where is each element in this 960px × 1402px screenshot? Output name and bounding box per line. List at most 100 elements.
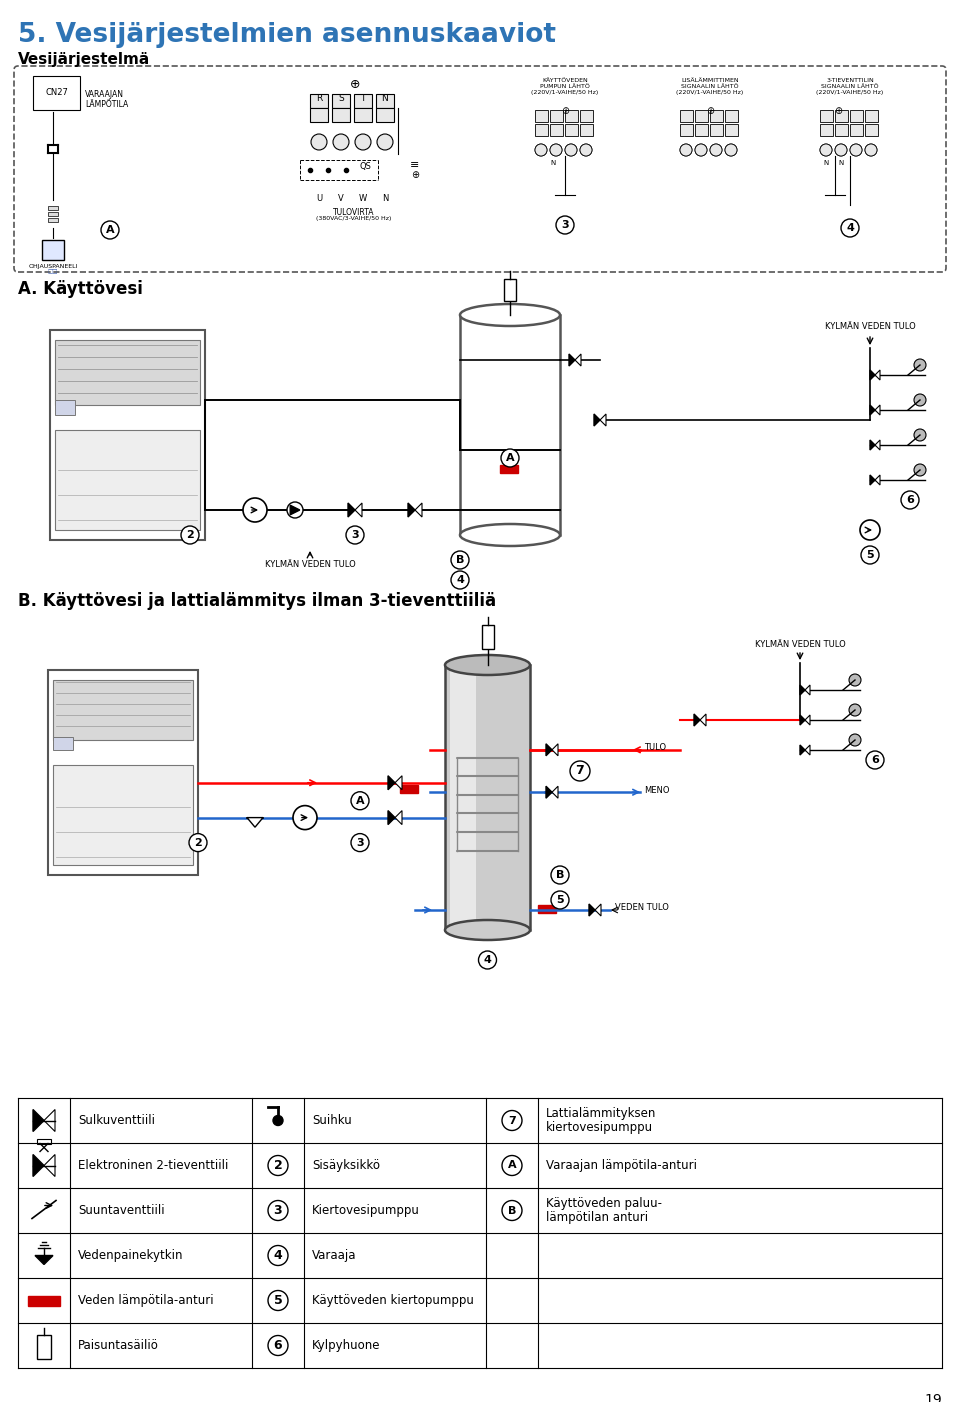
Polygon shape xyxy=(355,503,362,517)
Circle shape xyxy=(268,1245,288,1266)
Ellipse shape xyxy=(445,655,530,674)
Circle shape xyxy=(535,144,547,156)
Polygon shape xyxy=(800,715,805,725)
Circle shape xyxy=(914,359,926,372)
Bar xyxy=(565,123,578,136)
Bar xyxy=(354,94,372,108)
Bar xyxy=(48,212,58,216)
Text: 4: 4 xyxy=(274,1249,282,1262)
Bar xyxy=(42,240,64,259)
Bar xyxy=(850,109,863,122)
Bar xyxy=(725,109,738,122)
Bar xyxy=(535,123,548,136)
Text: ⊕: ⊕ xyxy=(561,107,569,116)
Text: A: A xyxy=(506,453,515,463)
Text: B: B xyxy=(508,1206,516,1216)
Text: 5: 5 xyxy=(556,894,564,906)
Polygon shape xyxy=(594,414,600,426)
Bar xyxy=(55,400,75,415)
Bar xyxy=(48,217,58,222)
Text: ⊕: ⊕ xyxy=(411,170,420,179)
Bar xyxy=(55,430,200,530)
Text: ⊕: ⊕ xyxy=(706,107,714,116)
Polygon shape xyxy=(800,686,805,695)
Text: 3: 3 xyxy=(274,1204,282,1217)
Circle shape xyxy=(293,806,317,830)
Text: 4: 4 xyxy=(484,955,492,965)
Bar xyxy=(37,1138,51,1144)
Text: Vedenpainekytkin: Vedenpainekytkin xyxy=(78,1249,183,1262)
Polygon shape xyxy=(805,686,810,695)
Circle shape xyxy=(835,144,847,156)
Polygon shape xyxy=(694,714,700,726)
Bar xyxy=(53,737,73,750)
Text: OHJAUSPANEELI: OHJAUSPANEELI xyxy=(28,264,78,269)
Circle shape xyxy=(901,491,919,509)
Polygon shape xyxy=(700,714,706,726)
Polygon shape xyxy=(870,405,875,415)
Circle shape xyxy=(866,751,884,770)
Text: 6: 6 xyxy=(871,756,879,765)
Text: Kylpyhuone: Kylpyhuone xyxy=(312,1339,380,1352)
Text: N: N xyxy=(382,94,389,102)
Text: Varaajan lämpötila-anturi: Varaajan lämpötila-anturi xyxy=(546,1159,697,1172)
Text: MENO: MENO xyxy=(644,785,669,795)
Text: 3-TIEVENTTILIN
SIGNAALIN LÄHTÖ
(220V/1-VAIHE/50 Hz): 3-TIEVENTTILIN SIGNAALIN LÄHTÖ (220V/1-V… xyxy=(816,79,883,94)
Bar xyxy=(354,108,372,122)
Polygon shape xyxy=(33,1109,44,1131)
Polygon shape xyxy=(870,370,875,380)
Text: Sisäyksikkö: Sisäyksikkö xyxy=(312,1159,380,1172)
Circle shape xyxy=(695,144,707,156)
Text: Sulkuventtiili: Sulkuventtiili xyxy=(78,1115,155,1127)
Circle shape xyxy=(502,1110,522,1130)
Circle shape xyxy=(351,792,369,810)
Bar xyxy=(55,341,200,405)
Bar xyxy=(680,123,693,136)
Polygon shape xyxy=(546,744,552,756)
Bar xyxy=(49,100,54,107)
Polygon shape xyxy=(388,810,395,824)
Text: 3: 3 xyxy=(351,530,359,540)
Text: B. Käyttövesi ja lattialämmitys ilman 3-tieventtiiliä: B. Käyttövesi ja lattialämmitys ilman 3-… xyxy=(18,592,496,610)
Circle shape xyxy=(580,144,592,156)
Circle shape xyxy=(451,551,469,569)
Text: T: T xyxy=(360,94,366,102)
Bar xyxy=(37,1335,51,1359)
Circle shape xyxy=(850,144,862,156)
Text: ⊕: ⊕ xyxy=(834,107,842,116)
Circle shape xyxy=(502,1155,522,1175)
Bar xyxy=(538,906,556,913)
Bar xyxy=(48,206,58,210)
Bar xyxy=(460,315,560,536)
Text: 5: 5 xyxy=(274,1294,282,1307)
Circle shape xyxy=(355,135,371,150)
Circle shape xyxy=(551,892,569,908)
Text: N: N xyxy=(824,160,828,165)
Text: Varaaja: Varaaja xyxy=(312,1249,356,1262)
Polygon shape xyxy=(875,475,880,485)
Bar xyxy=(400,785,418,792)
Text: 5: 5 xyxy=(866,550,874,559)
Bar xyxy=(725,123,738,136)
Text: 4: 4 xyxy=(846,223,854,233)
Text: W: W xyxy=(359,193,367,203)
Bar xyxy=(53,765,193,865)
Bar xyxy=(550,109,563,122)
Text: N: N xyxy=(838,160,844,165)
Bar xyxy=(820,109,833,122)
Bar xyxy=(820,123,833,136)
Circle shape xyxy=(725,144,737,156)
Text: 5. Vesijärjestelmien asennuskaaviot: 5. Vesijärjestelmien asennuskaaviot xyxy=(18,22,556,48)
Polygon shape xyxy=(33,1154,44,1176)
Text: A: A xyxy=(508,1161,516,1171)
Text: Suuntaventtiili: Suuntaventtiili xyxy=(78,1204,164,1217)
Circle shape xyxy=(580,144,592,156)
Polygon shape xyxy=(552,744,558,756)
Text: R: R xyxy=(316,94,323,102)
Text: KYLMÄN VEDEN TULO: KYLMÄN VEDEN TULO xyxy=(825,322,916,331)
Ellipse shape xyxy=(460,304,560,327)
Bar xyxy=(48,670,198,875)
Bar xyxy=(835,109,848,122)
Text: Suihku: Suihku xyxy=(312,1115,351,1127)
Circle shape xyxy=(680,144,692,156)
